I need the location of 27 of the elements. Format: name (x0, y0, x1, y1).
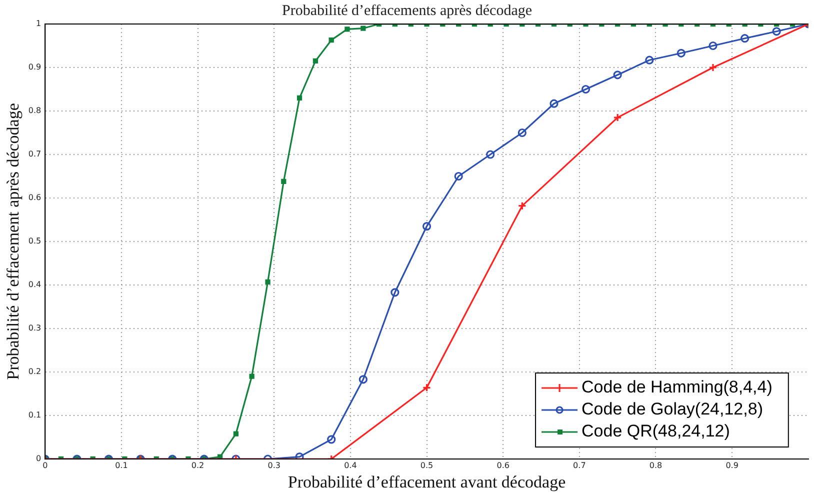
y-tick-label: 0.6 (28, 193, 42, 202)
x-tick-label: 0.9 (726, 460, 738, 470)
y-tick-label: 0 (36, 454, 42, 464)
x-tick-label: 0.2 (191, 460, 204, 470)
y-tick-label: 0.4 (28, 280, 42, 290)
legend-label: Code QR(48,24,12) (582, 422, 730, 441)
y-tick-label: 0.1 (28, 410, 42, 420)
legend-label: Code de Golay(24,12,8) (582, 400, 763, 419)
y-tick-label: 0.5 (28, 236, 42, 246)
y-tick-label: 0.8 (28, 106, 42, 116)
x-tick-label: 0.3 (268, 460, 280, 470)
y-axis-title: Probabilité d’effacement après décodage (4, 103, 23, 380)
y-tick-label: 0.2 (28, 367, 42, 376)
x-tick-label: 0.4 (344, 460, 357, 470)
x-tick-label: 0.7 (573, 460, 586, 470)
legend-label: Code de Hamming(8,4,4) (582, 378, 772, 397)
x-tick-label: 0.8 (649, 460, 662, 470)
y-tick-label: 0.9 (28, 62, 42, 72)
x-tick-label: 0.5 (420, 460, 434, 470)
y-tick-label: 1 (36, 19, 42, 28)
x-tick-label: 0 (42, 460, 48, 470)
x-tick-label: 0.1 (115, 460, 128, 470)
y-tick-label: 0.7 (28, 150, 42, 159)
x-tick-label: 0.6 (496, 460, 510, 470)
x-axis-title: Probabilité d’effacement avant décodage (288, 472, 566, 492)
chart-title: Probabilité d’effacements après décodage (282, 2, 532, 19)
y-tick-label: 0.3 (28, 324, 42, 333)
